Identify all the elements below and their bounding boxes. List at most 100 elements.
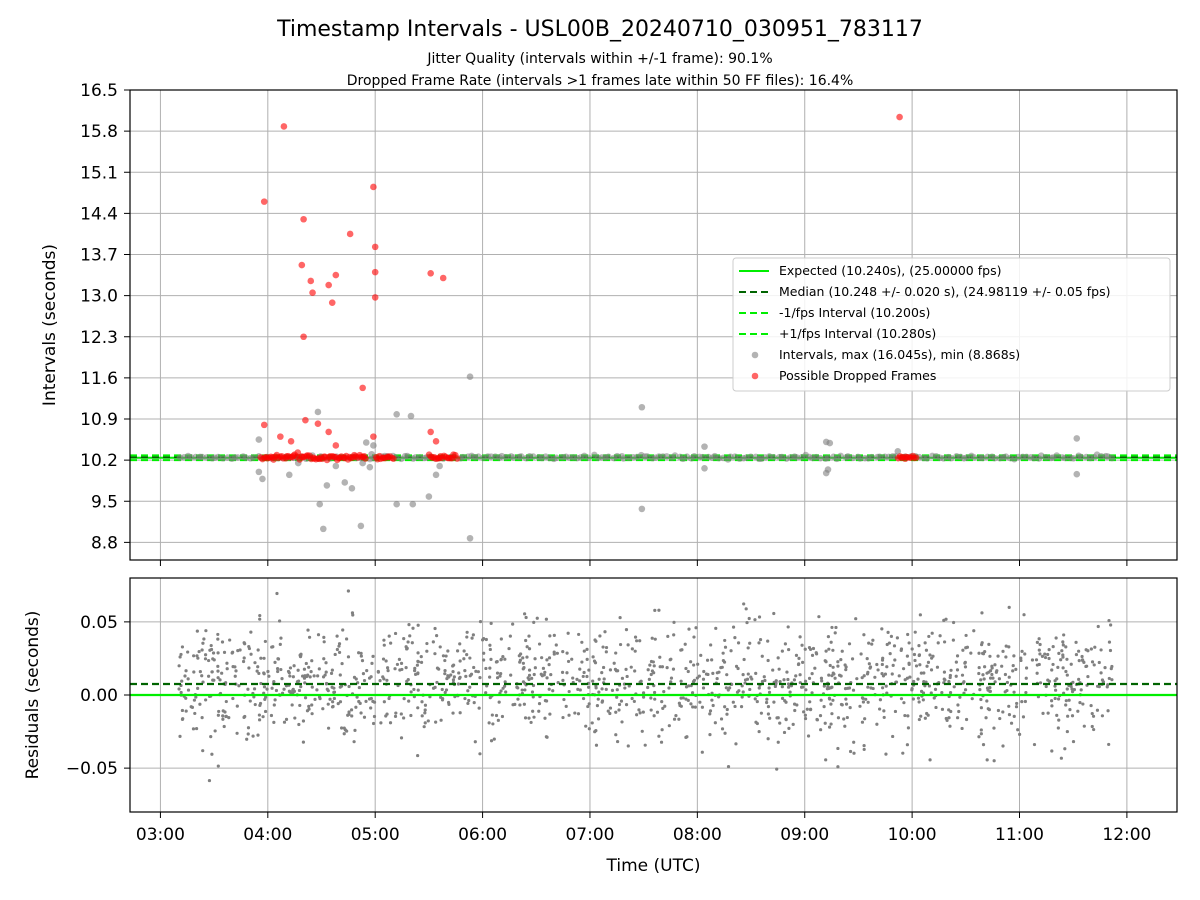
residual-point <box>527 716 531 720</box>
residual-point <box>443 690 447 695</box>
residual-point <box>766 712 771 716</box>
residual-point <box>608 706 613 710</box>
residual-point <box>545 735 549 739</box>
residual-point <box>943 678 947 682</box>
residual-point <box>960 726 964 731</box>
residual-point <box>600 671 604 675</box>
residual-point <box>592 659 597 663</box>
residual-point <box>844 697 848 701</box>
residual-point <box>917 644 921 648</box>
residual-point <box>463 696 467 701</box>
residual-point <box>723 645 728 649</box>
residual-point <box>555 651 559 655</box>
residual-point <box>317 667 321 671</box>
residual-point <box>213 729 217 733</box>
residual-point <box>488 666 492 670</box>
residual-point <box>1107 676 1111 681</box>
residual-point <box>252 687 257 691</box>
residual-point <box>850 657 855 661</box>
residual-point <box>594 639 598 643</box>
residual-point <box>303 681 307 685</box>
residual-point <box>1050 749 1054 753</box>
interval-point <box>817 454 824 462</box>
residual-point <box>438 645 442 649</box>
residual-point <box>578 667 582 671</box>
residual-point <box>525 655 529 659</box>
residual-point <box>918 663 922 667</box>
residual-point <box>567 713 571 717</box>
residual-point <box>249 630 253 634</box>
residual-point <box>861 700 866 704</box>
residual-point <box>803 647 807 651</box>
residual-point <box>527 634 531 638</box>
residual-point <box>472 665 476 670</box>
residual-point <box>942 670 947 674</box>
interval-point <box>502 453 510 461</box>
residual-point <box>587 668 591 672</box>
residual-point <box>231 665 235 669</box>
residual-point <box>830 685 834 689</box>
residual-point <box>220 640 225 644</box>
residual-point <box>523 612 527 616</box>
x-axis-label: Time (UTC) <box>606 856 701 876</box>
residual-point <box>603 630 607 634</box>
residual-point <box>404 666 408 670</box>
residual-point <box>597 677 601 681</box>
residual-point <box>671 667 676 671</box>
residual-point <box>908 675 912 679</box>
residual-point <box>433 626 437 631</box>
residual-point <box>409 690 413 694</box>
residual-point <box>216 713 220 717</box>
residual-point <box>794 674 798 678</box>
residual-point <box>518 703 522 707</box>
residual-point <box>984 716 988 720</box>
residual-point <box>522 665 526 670</box>
residual-point <box>1037 662 1041 667</box>
residual-point <box>585 657 589 661</box>
residual-point <box>1007 704 1011 708</box>
intervals-y-axis-label: Intervals (seconds) <box>40 244 60 406</box>
residual-point <box>537 709 541 713</box>
residual-point <box>288 674 292 678</box>
residual-point <box>446 674 450 678</box>
residual-point <box>1055 677 1059 681</box>
residual-point <box>923 716 927 720</box>
residual-point <box>1038 681 1043 685</box>
residual-point <box>715 671 719 675</box>
residual-point <box>721 651 725 655</box>
residual-point <box>1071 680 1075 684</box>
residual-point <box>843 724 847 728</box>
residual-point <box>521 656 525 660</box>
residual-point <box>957 709 961 714</box>
residual-point <box>195 629 199 633</box>
residual-point <box>566 631 570 635</box>
residual-point <box>928 758 932 762</box>
residual-point <box>1003 672 1008 677</box>
residual-point <box>791 722 795 726</box>
residual-point <box>540 656 544 660</box>
residual-point <box>571 676 575 680</box>
residual-point <box>745 620 749 625</box>
residual-point <box>359 711 363 715</box>
residual-point <box>261 715 265 719</box>
residual-point <box>202 637 206 641</box>
residual-point <box>1077 677 1081 681</box>
residual-point <box>551 689 555 693</box>
legend-marker <box>751 351 759 359</box>
residual-point <box>186 688 191 692</box>
residual-point <box>691 705 695 709</box>
residual-point <box>256 648 260 652</box>
residual-point <box>203 653 208 657</box>
residual-point <box>1106 709 1110 713</box>
residual-point <box>929 668 934 672</box>
residual-point <box>677 701 681 705</box>
residual-point <box>917 700 921 704</box>
residual-point <box>1065 687 1069 691</box>
interval-point <box>319 525 327 533</box>
residual-point <box>658 665 662 669</box>
interval-point <box>876 453 883 461</box>
residual-point <box>725 712 729 716</box>
dropped-frame-point <box>370 183 377 191</box>
residual-point <box>1050 699 1054 703</box>
residual-point <box>488 643 492 647</box>
